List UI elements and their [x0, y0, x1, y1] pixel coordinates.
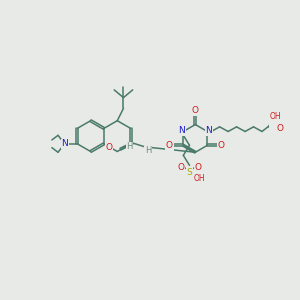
Text: OH: OH	[270, 112, 282, 121]
Text: O: O	[218, 141, 225, 150]
Text: O: O	[192, 106, 199, 115]
Text: H: H	[145, 146, 151, 155]
Text: O: O	[277, 124, 284, 133]
Text: O: O	[166, 141, 173, 150]
Text: O: O	[194, 163, 202, 172]
Text: O: O	[178, 163, 184, 172]
Text: N: N	[61, 139, 68, 148]
Text: H: H	[126, 142, 133, 152]
Text: OH: OH	[194, 174, 205, 183]
Text: O: O	[106, 143, 112, 152]
Text: N: N	[206, 126, 212, 135]
Text: N: N	[178, 126, 185, 135]
Text: S: S	[187, 168, 192, 177]
